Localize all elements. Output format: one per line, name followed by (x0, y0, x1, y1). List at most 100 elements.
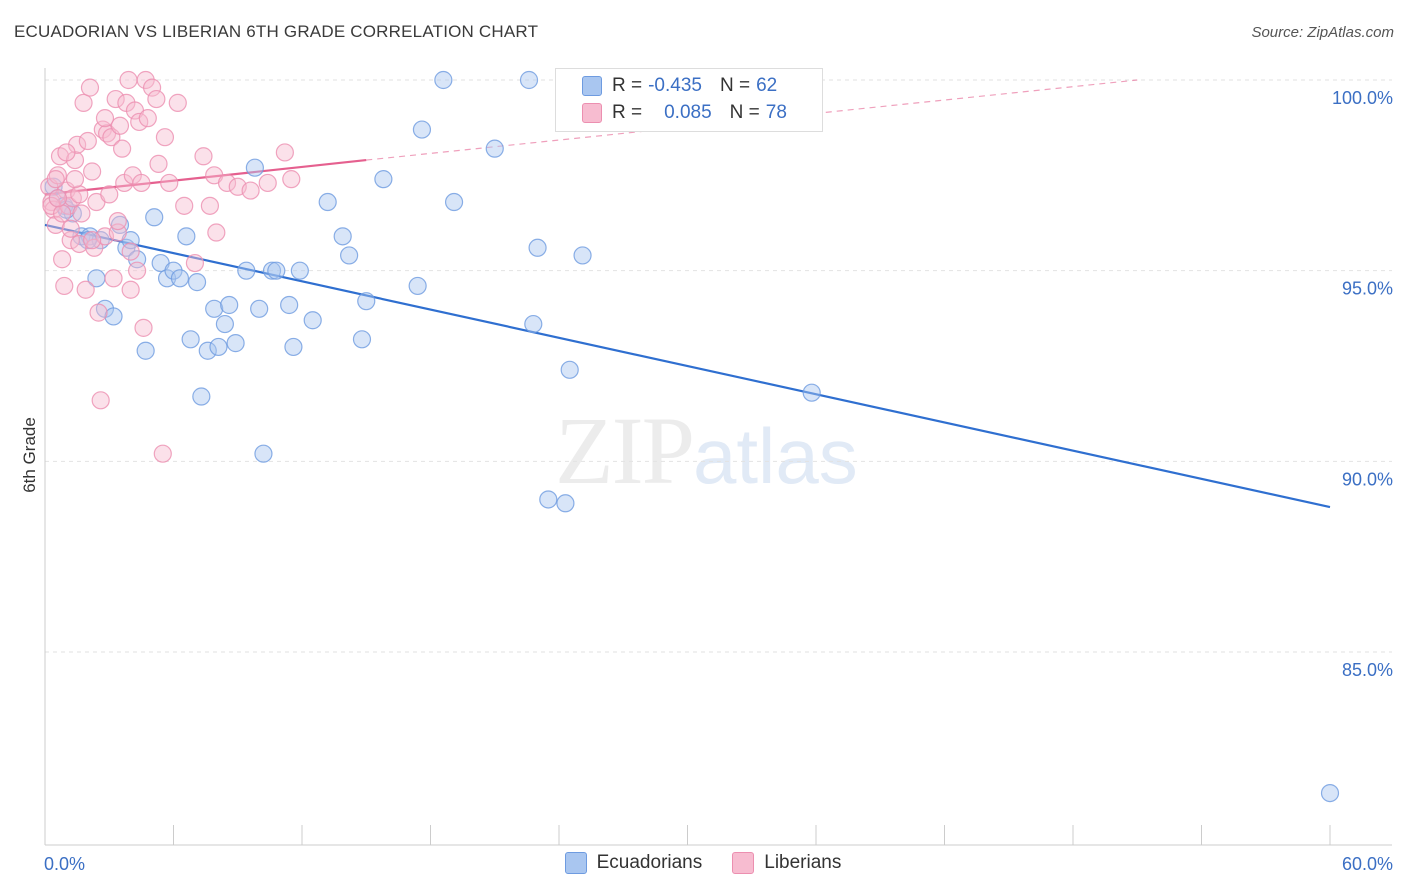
series-legend: Ecuadorians Liberians (0, 852, 1406, 874)
watermark: ZIPatlas (555, 395, 858, 506)
trend-lines (44, 79, 1331, 509)
point-liberian (194, 147, 213, 166)
legend-label-liberians: Liberians (764, 852, 842, 873)
watermark-atlas: atlas (693, 412, 858, 500)
point-ecuadorian (1320, 783, 1340, 803)
point-ecuadorian (573, 246, 592, 265)
point-ecuadorian (164, 261, 183, 280)
point-ecuadorian (444, 192, 464, 212)
x-tick-label: 0.0% (44, 854, 85, 874)
point-liberian (275, 143, 294, 162)
point-liberian (106, 89, 125, 109)
point-liberian (136, 70, 155, 90)
legend-row-ecuadorians: R = -0.435 N = 62 (582, 73, 777, 99)
trend-line-ecuadorians (44, 223, 1331, 509)
legend-n-label: N = (729, 102, 760, 123)
point-liberian (142, 78, 162, 97)
legend-r-value: 0.085 (664, 102, 712, 123)
point-liberian (65, 170, 85, 189)
point-ecuadorian (267, 261, 286, 280)
point-ecuadorian (280, 295, 299, 315)
point-ecuadorian (205, 299, 224, 318)
legend-swatch-ecuadorians (582, 76, 602, 96)
point-liberian (149, 154, 168, 173)
point-ecuadorian (250, 299, 269, 318)
point-liberian (100, 185, 119, 204)
point-liberian (57, 143, 76, 162)
point-ecuadorian (198, 341, 217, 360)
point-ecuadorian (340, 246, 359, 265)
point-liberian (175, 196, 194, 215)
watermark-zip: ZIP (555, 397, 695, 504)
point-ecuadorian (290, 261, 309, 280)
point-ecuadorian (237, 261, 256, 280)
point-liberian (110, 116, 130, 135)
axes (44, 68, 1392, 846)
legend-n-value: 62 (756, 75, 778, 96)
point-ecuadorian (318, 192, 337, 212)
point-liberian (95, 109, 115, 128)
point-ecuadorian (157, 269, 177, 288)
point-liberian (89, 303, 108, 322)
y-tick-label: 90.0% (1342, 469, 1393, 489)
point-liberian (112, 139, 132, 158)
legend-swatch-liberians (732, 852, 755, 874)
point-ecuadorian (136, 341, 155, 360)
point-liberian (127, 261, 147, 280)
point-liberian (119, 70, 138, 90)
legend-r-label: R = (612, 75, 643, 96)
point-liberian (168, 93, 187, 112)
point-liberian (91, 391, 110, 410)
point-liberian (121, 280, 140, 299)
legend-item-liberians[interactable]: Liberians (732, 852, 841, 874)
point-liberian (155, 128, 175, 147)
point-liberian (108, 211, 127, 231)
point-ecuadorian (181, 330, 200, 349)
legend-row-liberians: R = 0.085 N = 78 (582, 100, 787, 126)
point-ecuadorian (374, 170, 393, 189)
point-liberian (138, 109, 157, 128)
point-ecuadorian (209, 337, 228, 357)
point-liberian (147, 89, 166, 109)
point-liberian (132, 173, 151, 193)
point-ecuadorian (528, 238, 547, 257)
point-ecuadorian (519, 70, 539, 90)
point-ecuadorian (104, 307, 123, 326)
point-liberian (78, 131, 97, 151)
point-ecuadorian (192, 387, 211, 406)
point-ecuadorian (485, 139, 504, 158)
point-liberian (55, 276, 74, 296)
point-liberian (48, 189, 67, 208)
axis-labels: 85.0% 90.0% 95.0% 100.0% 0.0% 60.0% 6th Grade (20, 88, 1393, 874)
legend-r-value: -0.435 (648, 75, 702, 96)
y-axis-label: 6th Grade (20, 417, 39, 493)
point-liberian (76, 280, 95, 299)
y-tick-label: 100.0% (1332, 88, 1393, 108)
point-liberian (207, 223, 226, 242)
point-liberian (241, 181, 260, 200)
point-ecuadorian (524, 314, 543, 334)
legend-item-ecuadorians[interactable]: Ecuadorians (564, 852, 702, 874)
point-liberian (46, 215, 65, 235)
point-liberian (61, 219, 80, 238)
point-ecuadorian (245, 158, 264, 177)
point-liberian (83, 231, 102, 250)
point-ecuadorian (226, 334, 245, 353)
point-liberian (46, 170, 65, 189)
point-ecuadorian (145, 208, 164, 227)
point-liberian (53, 204, 72, 223)
legend-r-label: R = (612, 102, 643, 123)
x-tick-label: 60.0% (1342, 854, 1393, 874)
point-ecuadorian (412, 120, 432, 139)
point-ecuadorian (333, 227, 352, 246)
data-points (40, 70, 1340, 803)
point-liberian (200, 196, 220, 215)
point-ecuadorian (408, 276, 427, 296)
point-liberian (74, 93, 93, 112)
point-liberian (53, 250, 72, 269)
point-ecuadorian (560, 360, 579, 379)
point-ecuadorian (802, 383, 821, 402)
legend-swatch-ecuadorians (564, 852, 587, 874)
point-liberian (258, 173, 277, 193)
